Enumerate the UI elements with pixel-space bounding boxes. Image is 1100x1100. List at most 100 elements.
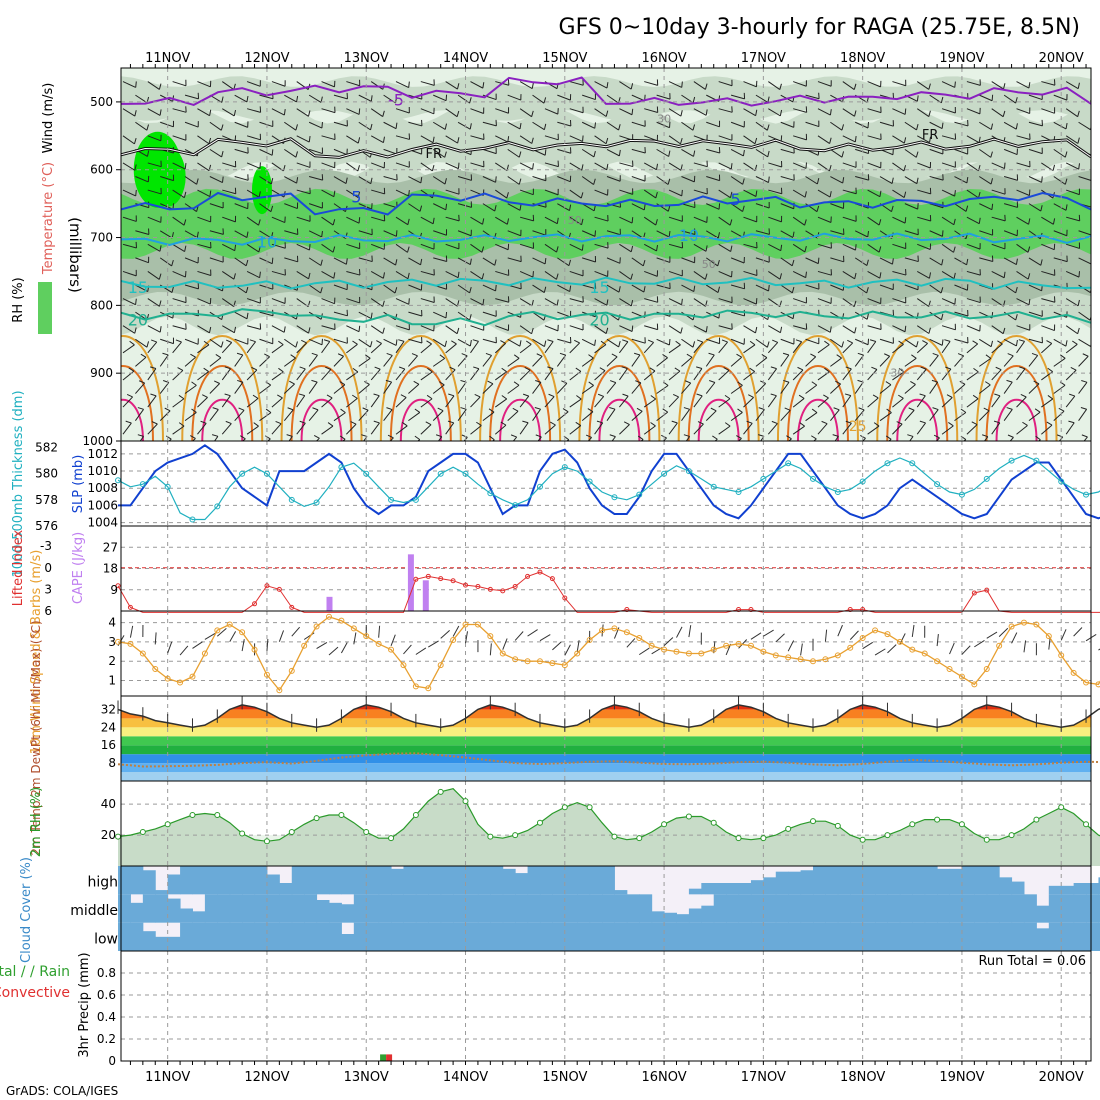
y-tick-label: 0	[44, 561, 52, 575]
wind-barb	[1053, 357, 1066, 367]
cloud-bar-middle	[502, 894, 516, 923]
cloud-bar-middle	[763, 894, 777, 923]
wind-barb	[904, 230, 919, 236]
wind-barb-flag	[799, 422, 805, 427]
cloud-bar-middle	[378, 894, 392, 923]
wind-barb	[792, 81, 807, 87]
wind-barb-flag	[898, 340, 904, 345]
wind-barb-flag	[668, 338, 671, 346]
wind-barb-flag	[234, 244, 237, 251]
wind10-barb	[167, 641, 173, 654]
wind-barb	[296, 108, 309, 117]
wind-barb-flag	[445, 203, 448, 210]
wind-barb-flag	[944, 339, 951, 342]
wind10-barb	[824, 629, 828, 642]
wind-barb-flag	[904, 108, 907, 115]
wind-barb-flag	[535, 434, 542, 438]
wind-barb	[991, 325, 1004, 335]
wind-barb	[867, 243, 880, 253]
wind-barb	[743, 422, 753, 435]
wind-barb-flag	[340, 408, 346, 414]
wind-barb	[241, 438, 246, 441]
wind10-barb	[390, 634, 396, 647]
cloud-bar-high	[887, 866, 901, 895]
wind10-point	[164, 675, 171, 682]
cloud-bar-high	[304, 866, 318, 895]
wind-barb-flag	[866, 259, 869, 266]
wind-barb-flag	[978, 217, 981, 224]
wind-barb	[222, 243, 235, 252]
wind-barb-flag	[821, 420, 828, 425]
wind-barb	[147, 108, 161, 116]
wind10-barb	[1048, 637, 1051, 650]
wind-barb	[718, 135, 733, 141]
wind-barb	[346, 270, 361, 276]
wind-barb	[755, 284, 769, 292]
wind-barb	[705, 410, 717, 422]
wind-barb	[606, 121, 619, 131]
wind-barb-flag	[758, 407, 765, 410]
wind-barb-flag	[332, 219, 336, 226]
y-tick-label: 1010	[87, 464, 118, 478]
wind-barb-flag	[618, 286, 621, 293]
contour-label: 10	[679, 226, 699, 245]
wind-barb	[544, 298, 558, 306]
cloud-bar-low	[291, 922, 305, 951]
wind-barb	[829, 409, 840, 421]
y-tick-label: 2	[108, 654, 116, 668]
cloud-bar-middle	[949, 894, 963, 923]
cloud-bar-high	[254, 866, 268, 895]
wind-barb	[147, 368, 157, 381]
cloud-bar-high	[204, 866, 218, 895]
wind-barb	[495, 189, 508, 199]
wind-barb	[296, 135, 310, 143]
y-axis-label-rh2m: 2m RH (%)	[29, 787, 44, 858]
wind-barb	[842, 108, 855, 117]
run-total-label: Run Total = 0.06	[978, 954, 1086, 969]
wind-barb	[892, 189, 905, 198]
wind-barb	[793, 325, 807, 330]
wind10-point	[934, 658, 941, 665]
wind10-point	[735, 640, 742, 647]
wind-barb	[681, 148, 694, 157]
cloud-bar-low	[937, 922, 951, 951]
wind-barb	[222, 162, 236, 168]
cloud-bar-middle	[999, 894, 1013, 923]
wind-barb-flag	[606, 299, 609, 306]
cloud-bar-low	[1023, 922, 1037, 951]
thickness-point	[536, 483, 543, 490]
wind-barb	[284, 94, 297, 103]
wind-barb-flag	[212, 407, 219, 411]
wind-barb-flag	[596, 420, 603, 424]
wind10-point	[127, 640, 134, 647]
wind-barb	[569, 398, 582, 408]
diurnal-isotherm	[389, 365, 452, 441]
diurnal-isotherm	[300, 398, 343, 441]
cloud-bar-low	[415, 922, 429, 951]
wind-barb-flag	[333, 272, 336, 279]
wind-barb-flag	[915, 151, 919, 158]
cloud-bar-high	[763, 877, 777, 895]
isotherm-line	[121, 232, 1091, 247]
cloud-bar-high	[378, 866, 392, 895]
wind10-point	[412, 683, 419, 690]
cloud-bar-high	[453, 866, 467, 895]
wind-barb	[718, 370, 730, 381]
cloud-bar-low	[986, 922, 1000, 951]
cloud-bar-middle	[825, 894, 839, 923]
wind-barb	[743, 243, 758, 249]
thickness-point	[859, 478, 866, 485]
wind-barb-flag	[797, 366, 804, 371]
wind-barb	[743, 216, 757, 223]
diurnal-isotherm	[201, 398, 244, 441]
wind-barb	[643, 243, 657, 252]
wind-barb-flag	[597, 393, 604, 397]
diurnal-isotherm	[876, 335, 959, 441]
cloud-bar-high	[291, 866, 305, 895]
wind-barb	[315, 437, 320, 441]
wind-barb-flag	[582, 135, 584, 142]
wind-barb-flag	[933, 434, 940, 439]
wind-barb-flag	[128, 367, 135, 372]
date-label-bottom: 12NOV	[244, 1070, 289, 1085]
wind-barb	[935, 437, 940, 441]
